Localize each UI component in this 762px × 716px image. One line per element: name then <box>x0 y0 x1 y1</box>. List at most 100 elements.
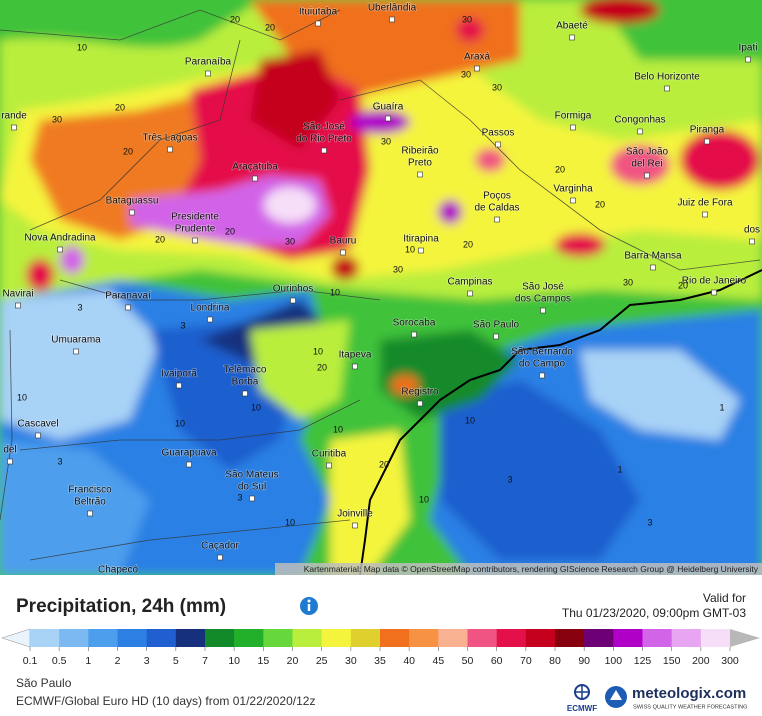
city-label: do Rio Preto <box>296 134 352 145</box>
legend-label: 150 <box>663 655 681 667</box>
city-label: Campinas <box>447 277 492 288</box>
city-marker <box>7 458 13 465</box>
legend-label: 40 <box>403 655 415 667</box>
city-label: São Paulo <box>473 320 520 331</box>
contour-label: 10 <box>17 392 27 402</box>
city-marker <box>321 147 327 154</box>
city-marker <box>15 302 21 309</box>
city-marker <box>207 316 213 323</box>
valid-time: Thu 01/23/2020, 09:00pm GMT-03 <box>562 606 746 620</box>
city-marker <box>186 461 192 468</box>
city-label: Bataguassu <box>106 196 159 207</box>
legend-label: 1 <box>85 655 91 667</box>
city-label: Chapecó <box>98 565 138 576</box>
city-label: Três Lagoas <box>142 133 197 144</box>
city-marker <box>539 372 545 379</box>
legend-label: 0.1 <box>23 655 38 667</box>
city-marker <box>644 172 650 179</box>
contour-label: 30 <box>381 136 391 146</box>
city-label: Curitiba <box>312 449 347 460</box>
panel-title: Precipitation, 24h (mm) <box>16 596 226 617</box>
city-label: Guarapuava <box>161 448 216 459</box>
attribution: Kartenmaterial: Map data © OpenStreetMap… <box>304 564 759 574</box>
city-label: Juiz de Fora <box>677 198 732 209</box>
contour-label: 3 <box>180 320 185 330</box>
legend-swatch <box>525 629 556 647</box>
city-marker <box>205 70 211 77</box>
precip-field <box>0 0 762 575</box>
legend-swatch <box>175 629 206 647</box>
city-label: Poços <box>483 191 511 202</box>
contour-label: 1 <box>719 402 724 412</box>
contour-label: 3 <box>237 492 242 502</box>
contour-label: 20 <box>155 234 165 244</box>
city-label: São José <box>522 282 564 293</box>
contour-label: 20 <box>123 146 133 156</box>
legend-label: 70 <box>520 655 532 667</box>
city-marker <box>467 290 473 297</box>
legend-label: 2 <box>115 655 121 667</box>
info-icon[interactable] <box>300 597 318 615</box>
legend-label: 15 <box>257 655 269 667</box>
legend-swatch <box>409 629 439 647</box>
city-marker <box>129 209 135 216</box>
legend-swatch <box>496 629 527 647</box>
contour-label: 3 <box>507 474 512 484</box>
city-marker <box>711 289 717 296</box>
city-marker <box>176 382 182 389</box>
contour-label: 10 <box>175 418 185 428</box>
city-label: Congonhas <box>614 115 665 126</box>
legend-swatch <box>700 629 731 647</box>
legend-swatch <box>380 629 410 647</box>
city-marker <box>495 141 501 148</box>
city-marker <box>540 307 546 314</box>
legend-high-arrow <box>730 629 760 647</box>
attribution-bg <box>275 563 762 575</box>
contour-label: 10 <box>285 517 295 527</box>
city-marker <box>570 197 576 204</box>
contour-label: 10 <box>465 415 475 425</box>
city-label: São Mateus <box>225 470 278 481</box>
contour-label: 3 <box>77 302 82 312</box>
city-label: Ivaiporã <box>161 369 197 380</box>
legend-label: 0.5 <box>52 655 67 667</box>
city-label: Araçatuba <box>232 162 278 173</box>
city-marker <box>745 56 751 63</box>
city-marker <box>385 115 391 122</box>
brand: meteologix.com <box>632 685 746 702</box>
legend-swatch <box>555 629 585 647</box>
city-label: Rio de Janeiro <box>682 276 747 287</box>
city-label: São Bernardo <box>511 347 573 358</box>
city-marker <box>249 495 255 502</box>
contour-label: 20 <box>379 459 389 469</box>
city-label: Sorocaba <box>393 318 436 329</box>
legend-label: 7 <box>202 655 208 667</box>
legend-label: 25 <box>316 655 328 667</box>
city-marker <box>217 554 223 561</box>
contour-label: 30 <box>285 236 295 246</box>
city-label: dos <box>744 225 760 236</box>
tagline: SWISS QUALITY WEATHER FORECASTING <box>633 704 747 710</box>
contour-label: 3 <box>57 456 62 466</box>
legend-label: 5 <box>173 655 179 667</box>
city-marker <box>352 363 358 370</box>
contour-label: 10 <box>419 494 429 504</box>
legend-swatch <box>30 629 60 647</box>
city-label: Formiga <box>555 111 592 122</box>
city-marker <box>749 238 755 245</box>
city-label: Abaeté <box>556 21 588 32</box>
city-labels: Ituiutaba Uberlândia Abaeté Ipati Paranaíba A… <box>0 2 760 576</box>
city-label: de Caldas <box>474 203 519 214</box>
city-label: Prudente <box>175 224 216 235</box>
city-marker <box>290 297 296 304</box>
legend-swatch <box>642 629 672 647</box>
contour-label: 20 <box>595 199 605 209</box>
city-marker <box>650 264 656 271</box>
location: São Paulo <box>16 676 72 690</box>
contour-label: 1 <box>617 464 622 474</box>
meteologix-logo: meteologix.com SWISS QUALITY WEATHER FOR… <box>605 685 747 710</box>
city-marker <box>252 175 258 182</box>
city-marker <box>352 522 358 529</box>
